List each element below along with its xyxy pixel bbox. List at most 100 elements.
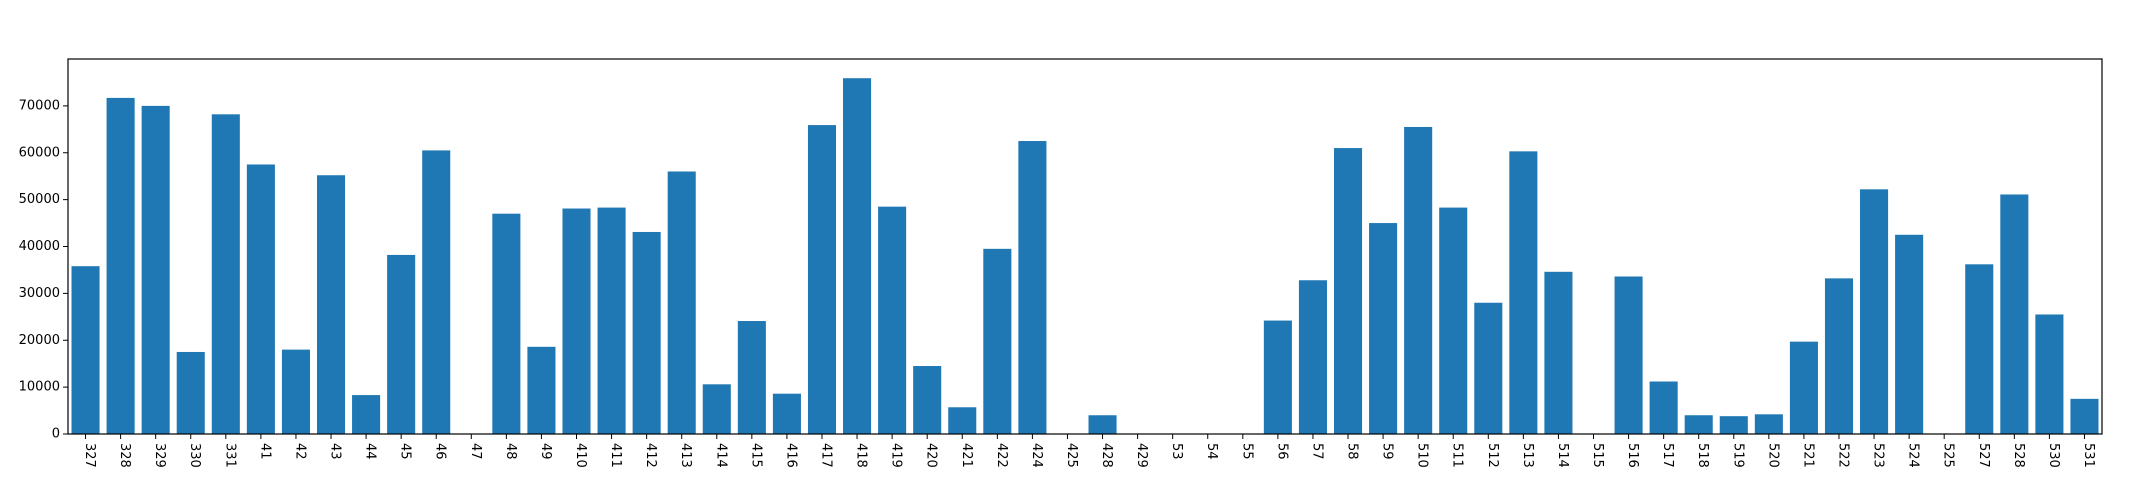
- y-tick-label: 10000: [19, 380, 60, 395]
- x-tick-label: 53: [1169, 443, 1184, 460]
- x-tick-label: 410: [573, 443, 588, 468]
- x-tick-label: 328: [117, 443, 132, 468]
- bar: [1509, 151, 1538, 434]
- bar: [352, 395, 381, 434]
- x-tick-label: 530: [2046, 443, 2061, 468]
- x-tick-label: 521: [1800, 443, 1815, 468]
- x-tick-label: 429: [1134, 443, 1149, 468]
- bar: [1719, 416, 1748, 434]
- x-tick-label: 414: [713, 443, 728, 468]
- y-tick-label: 70000: [19, 98, 60, 113]
- bar: [1263, 320, 1292, 434]
- x-tick-label: 418: [854, 443, 869, 468]
- x-tick-label: 524: [1906, 443, 1921, 468]
- x-tick-label: 428: [1099, 443, 1114, 468]
- bars-layer: [71, 78, 2099, 435]
- bar: [1754, 414, 1783, 434]
- x-axis: 327 328 329 330 331 41 42 43 44 45 46 47 48 49 410 411 4…: [82, 434, 2096, 468]
- x-tick-label: 515: [1590, 443, 1605, 468]
- bar: [772, 393, 801, 434]
- bar: [2070, 398, 2099, 434]
- bar: [246, 164, 275, 434]
- x-tick-label: 525: [1941, 443, 1956, 468]
- bar: [1895, 234, 1924, 434]
- x-tick-label: 417: [818, 443, 833, 468]
- bar: [1684, 415, 1713, 434]
- x-tick-label: 58: [1345, 443, 1360, 460]
- y-tick-label: 60000: [19, 145, 60, 160]
- x-tick-label: 59: [1380, 443, 1395, 460]
- bar: [527, 346, 556, 434]
- x-tick-label: 520: [1765, 443, 1780, 468]
- x-tick-label: 424: [1029, 443, 1044, 468]
- x-tick-label: 531: [2081, 443, 2096, 468]
- x-tick-label: 522: [1835, 443, 1850, 468]
- x-tick-label: 41: [257, 443, 272, 460]
- x-tick-label: 44: [363, 443, 378, 460]
- bar: [71, 266, 100, 434]
- x-tick-label: 527: [1976, 443, 1991, 468]
- x-tick-label: 510: [1415, 443, 1430, 468]
- bar: [632, 231, 661, 434]
- x-tick-label: 46: [433, 443, 448, 460]
- x-tick-label: 517: [1660, 443, 1675, 468]
- x-tick-label: 421: [959, 443, 974, 468]
- x-tick-label: 412: [643, 443, 658, 468]
- x-tick-label: 48: [503, 443, 518, 460]
- bar: [807, 125, 837, 434]
- bar: [2035, 314, 2064, 434]
- x-tick-label: 411: [608, 443, 623, 468]
- bar: [1439, 207, 1468, 434]
- x-tick-label: 415: [748, 443, 763, 468]
- bar: [281, 349, 310, 435]
- bar: [597, 207, 626, 434]
- y-tick-label: 20000: [19, 333, 60, 348]
- bar: [1369, 223, 1398, 434]
- y-tick-label: 30000: [19, 286, 60, 301]
- bar: [1544, 271, 1573, 434]
- x-tick-label: 425: [1064, 443, 1079, 468]
- bar: [316, 175, 346, 434]
- x-tick-label: 518: [1695, 443, 1710, 468]
- bar: [106, 97, 135, 434]
- x-tick-label: 327: [82, 443, 97, 468]
- x-tick-label: 420: [924, 443, 939, 468]
- x-tick-label: 512: [1485, 443, 1500, 468]
- bar: [1333, 148, 1363, 434]
- bar: [492, 213, 521, 434]
- x-tick-label: 416: [783, 443, 798, 468]
- x-tick-label: 413: [678, 443, 693, 468]
- x-tick-label: 45: [398, 443, 413, 460]
- plot-frame: [67, 58, 2103, 435]
- bar: [1965, 264, 1994, 434]
- x-tick-label: 55: [1239, 443, 1254, 460]
- bar: [983, 248, 1012, 434]
- y-axis: 0 10000 20000 30000 40000 50000 60000 70000: [19, 98, 68, 442]
- x-tick-label: 523: [1871, 443, 1886, 468]
- x-tick-label: 331: [222, 443, 237, 468]
- bar: [1404, 126, 1433, 434]
- x-tick-label: 330: [187, 443, 202, 468]
- x-tick-label: 419: [889, 443, 904, 468]
- x-tick-label: 511: [1450, 443, 1465, 468]
- x-tick-label: 528: [2011, 443, 2026, 468]
- x-tick-label: 42: [292, 443, 307, 460]
- x-tick-label: 422: [994, 443, 1009, 468]
- bar: [1649, 381, 1678, 434]
- x-tick-label: 49: [538, 443, 553, 460]
- bar: [1614, 276, 1643, 434]
- x-tick-label: 57: [1309, 443, 1324, 460]
- bar: [913, 366, 942, 434]
- x-tick-label: 514: [1555, 443, 1570, 468]
- y-tick-label: 40000: [19, 239, 60, 254]
- bar: [1474, 302, 1503, 434]
- bar: [211, 114, 240, 434]
- x-tick-label: 516: [1625, 443, 1640, 468]
- bar: [1018, 141, 1047, 434]
- bar: [1298, 280, 1327, 434]
- bar: [843, 78, 872, 434]
- y-tick-label: 50000: [19, 192, 60, 207]
- x-tick-label: 43: [328, 443, 343, 460]
- x-tick-label: 329: [152, 443, 167, 468]
- x-tick-label: 513: [1520, 443, 1535, 468]
